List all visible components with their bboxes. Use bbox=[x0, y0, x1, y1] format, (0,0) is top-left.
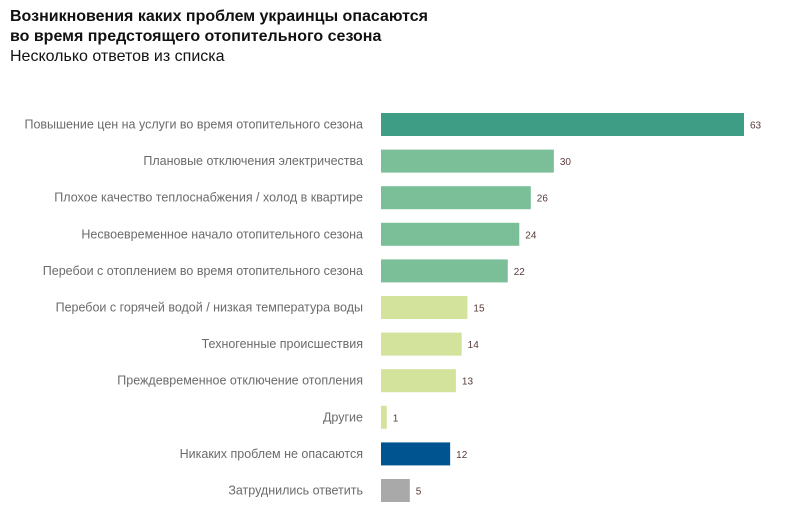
value-label: 24 bbox=[525, 230, 537, 241]
value-label: 1 bbox=[393, 413, 399, 424]
value-label: 26 bbox=[537, 194, 549, 205]
bar bbox=[381, 296, 468, 319]
bar bbox=[381, 113, 744, 136]
value-label: 5 bbox=[416, 487, 422, 498]
chart-subtitle: Несколько ответов из списка bbox=[10, 48, 225, 65]
chart-title-line-2: во время предстоящего отопительного сезо… bbox=[10, 28, 382, 45]
value-label: 63 bbox=[750, 121, 762, 132]
bar bbox=[381, 479, 410, 502]
chart-title-line-1: Возникновения каких проблем украинцы опа… bbox=[10, 8, 429, 25]
category-label: Никаких проблем не опасаются bbox=[180, 447, 363, 461]
category-label: Перебои с отоплением во время отопительн… bbox=[43, 264, 363, 278]
category-label: Другие bbox=[323, 410, 363, 424]
bar bbox=[381, 369, 456, 393]
category-label: Перебои с горячей водой / низкая темпера… bbox=[56, 301, 363, 315]
bar bbox=[381, 259, 508, 283]
value-label: 13 bbox=[462, 377, 474, 388]
category-label: Затруднились ответить bbox=[228, 484, 363, 498]
bar bbox=[381, 149, 554, 173]
category-label: Преждевременное отключение отопления bbox=[117, 374, 363, 388]
category-label: Плохое качество теплоснабжения / холод в… bbox=[54, 191, 363, 205]
bar bbox=[381, 332, 462, 356]
value-label: 15 bbox=[473, 304, 485, 315]
value-label: 30 bbox=[560, 157, 572, 168]
bar bbox=[381, 222, 520, 246]
value-label: 12 bbox=[456, 450, 468, 461]
bar bbox=[381, 405, 387, 429]
category-label: Несвоевременное начало отопительного сез… bbox=[81, 227, 363, 241]
bar bbox=[381, 186, 531, 210]
chart-title: Возникновения каких проблем украинцы опа… bbox=[10, 7, 428, 47]
value-label: 22 bbox=[514, 267, 526, 278]
category-label: Плановые отключения электричества bbox=[143, 154, 363, 168]
value-label: 14 bbox=[468, 340, 480, 351]
bar bbox=[381, 442, 451, 466]
category-label: Техногенные происшествия bbox=[202, 337, 363, 351]
category-label: Повышение цен на услуги во время отопите… bbox=[24, 118, 363, 132]
